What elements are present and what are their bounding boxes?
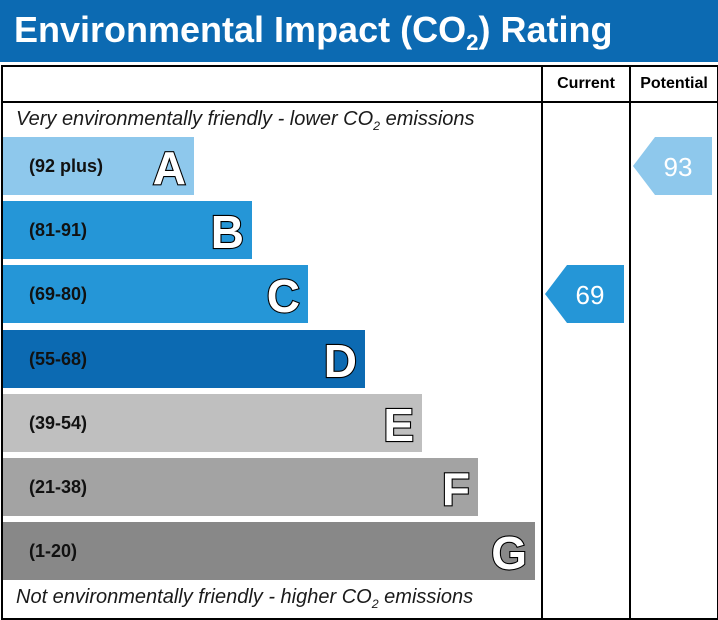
title-subscript: 2	[466, 30, 479, 56]
potential-column-header: Potential	[640, 75, 708, 92]
band-letter: B	[210, 205, 245, 259]
band-letter: C	[266, 269, 301, 323]
potential-column-divider	[629, 65, 631, 618]
svg-text:B: B	[211, 206, 244, 258]
band-g: (1-20) G	[3, 522, 535, 580]
band-d: (55-68) D	[3, 329, 365, 388]
band-f: (21-38) F	[3, 458, 478, 516]
band-range-label: (92 plus)	[29, 156, 104, 176]
bottom-note: Not environmentally friendly - higher CO…	[16, 586, 474, 611]
title-text-end: ) Rating	[478, 9, 613, 50]
top-note: Very environmentally friendly - lower CO…	[16, 108, 475, 133]
bottom-note-subscript: 2	[371, 597, 379, 611]
svg-text:D: D	[324, 335, 357, 387]
band-range-label: (81-91)	[29, 220, 88, 241]
svg-text:A: A	[153, 142, 186, 194]
title-bar: Environmental Impact (CO2) Rating	[0, 0, 718, 62]
top-note-text: Very environmentally friendly - lower CO	[16, 108, 374, 130]
band-letter: E	[382, 398, 415, 452]
current-rating-arrow: 69	[545, 265, 624, 324]
band-letter: G	[490, 526, 528, 580]
band-a: (92 plus) A	[3, 137, 194, 195]
band-letter: A	[152, 141, 187, 195]
current-column-header: Current	[557, 75, 615, 92]
band-b: (81-91) B	[3, 201, 252, 259]
bottom-note-text-end: emissions	[378, 586, 474, 608]
band-e: (39-54) E	[3, 393, 422, 452]
title-text: Environmental Impact (CO	[14, 9, 467, 50]
top-note-subscript: 2	[373, 119, 381, 133]
svg-text:G: G	[491, 527, 527, 579]
band-range-label: (21-38)	[29, 477, 88, 497]
current-column-divider	[541, 65, 543, 618]
potential-rating-value: 93	[664, 152, 693, 182]
current-rating-value: 69	[576, 280, 605, 310]
current-rating-shape	[545, 265, 624, 324]
band-range-label: (39-54)	[29, 412, 88, 433]
potential-rating-arrow: 93	[633, 137, 712, 195]
potential-rating-shape	[633, 137, 712, 195]
chart-title: Environmental Impact (CO2) Rating	[14, 9, 613, 54]
svg-text:C: C	[267, 270, 300, 322]
svg-text:F: F	[442, 463, 470, 515]
top-note-text-end: emissions	[380, 108, 475, 130]
band-letter: D	[323, 333, 358, 387]
band-range-label: (55-68)	[29, 348, 88, 369]
band-c: (69-80) C	[3, 265, 308, 323]
band-letter: F	[441, 462, 471, 516]
band-range-label: (69-80)	[29, 284, 88, 305]
bottom-note-text: Not environmentally friendly - higher CO	[16, 586, 372, 608]
band-range-label: (1-20)	[29, 541, 78, 562]
header-divider	[1, 101, 717, 103]
svg-text:E: E	[383, 399, 414, 451]
